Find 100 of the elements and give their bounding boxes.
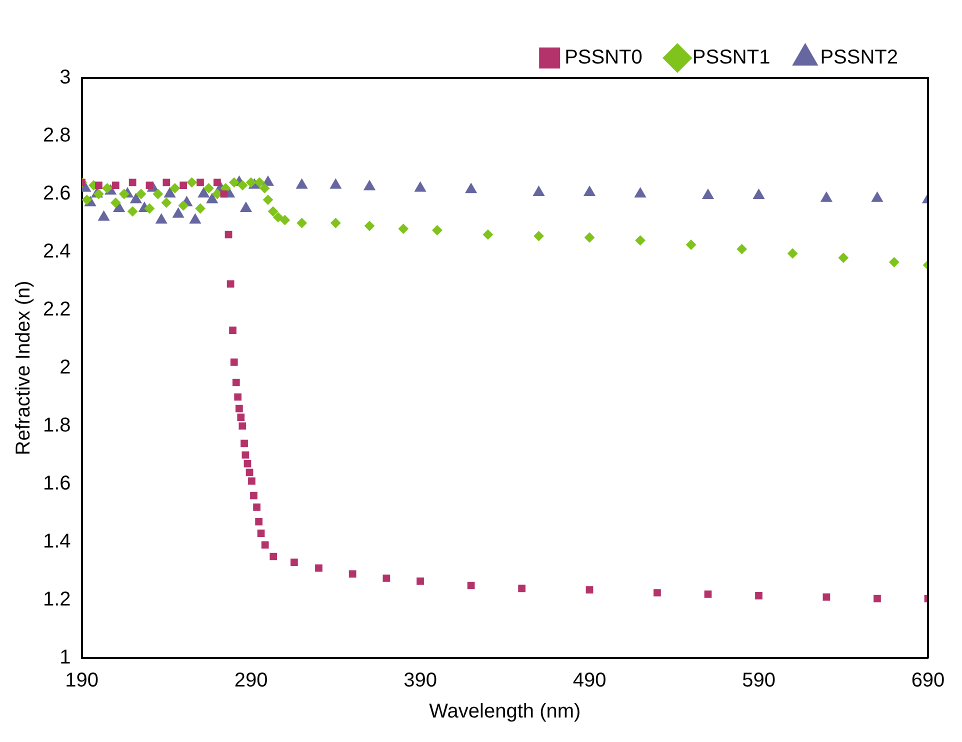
point [704, 590, 712, 598]
point [236, 404, 243, 412]
point [224, 230, 232, 238]
point [255, 518, 263, 526]
x-tick-label: 290 [234, 670, 268, 692]
y-tick-label: 1.8 [42, 414, 71, 437]
y-tick-label: 1.6 [42, 472, 71, 495]
y-tick-label: 1 [60, 646, 71, 669]
point [838, 252, 848, 263]
point [686, 240, 696, 250]
x-tick-label: 190 [65, 670, 98, 692]
point [280, 215, 290, 226]
point [180, 182, 188, 189]
point [364, 180, 376, 190]
y-axis-title: Refractive Index (n) [12, 280, 35, 456]
point [102, 183, 112, 194]
point [296, 178, 308, 189]
point [214, 178, 221, 186]
point [586, 586, 594, 594]
point [82, 194, 92, 205]
point [248, 477, 256, 485]
point [144, 204, 154, 214]
legend-label: PSSNT1 [692, 46, 770, 69]
point [702, 188, 714, 199]
point [398, 224, 408, 234]
point [296, 218, 307, 228]
y-tick-label: 1.4 [42, 530, 71, 553]
point [152, 189, 163, 199]
point [195, 204, 206, 214]
point [290, 558, 298, 566]
point [432, 225, 442, 236]
legend-label: PSSNT0 [564, 46, 642, 69]
x-tick-label: 690 [911, 670, 945, 692]
point [820, 192, 832, 202]
point [196, 178, 204, 186]
point [240, 202, 252, 212]
point [874, 594, 881, 602]
point [161, 198, 172, 208]
point [635, 235, 646, 246]
legend-label: PSSNT2 [820, 46, 898, 69]
point [234, 393, 242, 401]
point [315, 564, 322, 572]
point [465, 183, 477, 194]
y-tick-label: 2 [60, 356, 71, 379]
y-tick-label: 2.4 [42, 240, 71, 263]
point [246, 177, 256, 188]
point [244, 460, 252, 468]
x-tick-label: 490 [572, 670, 606, 692]
point [872, 192, 883, 202]
point [518, 584, 526, 592]
point [186, 177, 197, 188]
point [189, 214, 201, 224]
point [414, 182, 426, 192]
point [270, 552, 278, 560]
point [246, 468, 254, 476]
point [788, 248, 798, 258]
point [654, 589, 661, 596]
point [253, 504, 260, 511]
point [238, 422, 246, 430]
point [94, 189, 104, 199]
point [262, 194, 273, 205]
point [822, 593, 830, 601]
point [162, 178, 170, 186]
point [584, 186, 596, 196]
point [206, 193, 218, 204]
point [261, 541, 269, 549]
point [128, 178, 136, 186]
point [164, 188, 176, 198]
y-tick-label: 3 [60, 66, 71, 89]
point [634, 188, 646, 198]
point [110, 198, 121, 208]
point [268, 206, 278, 216]
point [119, 189, 130, 199]
point [753, 188, 764, 199]
point [229, 326, 236, 334]
point [257, 530, 265, 537]
point [156, 214, 168, 224]
point [260, 183, 270, 194]
point [98, 210, 110, 221]
point [382, 574, 390, 582]
point [482, 230, 493, 240]
point [237, 414, 245, 421]
point [250, 492, 258, 500]
point [534, 231, 544, 242]
point [232, 378, 240, 386]
point [364, 220, 375, 231]
point [170, 183, 180, 194]
point [146, 182, 154, 189]
point [240, 440, 248, 448]
point [242, 451, 250, 459]
x-axis-title: Wavelength (nm) [429, 700, 581, 723]
point [755, 592, 762, 600]
point [204, 183, 214, 194]
point [230, 358, 238, 366]
y-tick-label: 2.6 [42, 182, 71, 205]
point [178, 200, 188, 211]
y-tick-label: 2.8 [42, 124, 71, 147]
point [330, 218, 341, 228]
point [112, 182, 120, 189]
point [584, 232, 595, 242]
